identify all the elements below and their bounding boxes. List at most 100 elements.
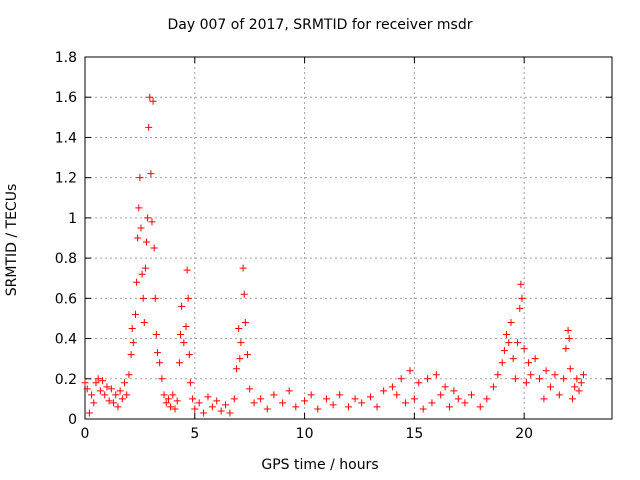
- data-point: [144, 214, 152, 222]
- data-point: [428, 399, 436, 407]
- data-point: [562, 345, 570, 353]
- data-point: [419, 405, 427, 413]
- data-point: [186, 379, 194, 387]
- data-point: [536, 375, 544, 383]
- data-point: [575, 387, 583, 395]
- y-tick-label: 1: [68, 211, 77, 227]
- data-point: [183, 266, 191, 274]
- x-tick-label: 5: [190, 426, 199, 442]
- data-point: [182, 322, 190, 330]
- data-point: [243, 351, 251, 359]
- data-point: [415, 379, 423, 387]
- data-point: [579, 371, 587, 379]
- data-point: [270, 391, 278, 399]
- data-point: [136, 174, 144, 182]
- data-point: [531, 355, 539, 363]
- data-point: [239, 264, 247, 272]
- data-point: [263, 405, 271, 413]
- data-point: [522, 379, 530, 387]
- data-point: [509, 355, 517, 363]
- data-point: [571, 383, 579, 391]
- data-point: [511, 375, 519, 383]
- x-axis-label: GPS time / hours: [261, 457, 379, 473]
- data-point: [127, 351, 135, 359]
- data-point: [128, 325, 136, 332]
- data-point: [307, 391, 315, 399]
- data-point: [114, 403, 122, 411]
- data-point: [149, 97, 157, 105]
- y-tick-label: 0: [68, 412, 77, 428]
- y-axis-label: SRMTID / TECUs: [4, 183, 20, 297]
- data-point: [358, 399, 366, 407]
- data-points: [81, 93, 587, 417]
- data-point: [173, 397, 181, 405]
- data-point: [184, 294, 192, 302]
- data-point: [336, 391, 344, 399]
- y-tick-label: 0.4: [55, 332, 77, 348]
- data-point: [279, 399, 287, 407]
- data-point: [94, 375, 102, 383]
- data-point: [507, 318, 515, 326]
- data-point: [240, 290, 248, 298]
- data-point: [121, 379, 129, 387]
- data-point: [366, 393, 374, 401]
- data-point: [101, 391, 109, 399]
- data-point: [314, 405, 322, 413]
- data-point: [217, 407, 225, 415]
- data-point: [123, 391, 131, 399]
- plot-frame: [84, 56, 613, 420]
- data-point: [450, 387, 458, 395]
- data-point: [142, 238, 150, 246]
- data-point: [518, 294, 526, 302]
- data-point: [139, 294, 147, 302]
- data-point: [153, 349, 161, 357]
- data-point: [454, 395, 462, 403]
- data-point: [164, 395, 172, 403]
- data-point: [169, 391, 177, 399]
- data-point: [323, 395, 331, 403]
- data-point: [547, 383, 555, 391]
- data-point: [397, 375, 405, 383]
- x-tick-label: 15: [405, 426, 423, 442]
- data-point: [467, 391, 475, 399]
- data-point: [573, 375, 581, 383]
- data-point: [483, 395, 491, 403]
- data-point: [564, 327, 572, 335]
- data-point: [437, 391, 445, 399]
- data-point: [204, 393, 212, 401]
- data-point: [213, 397, 221, 405]
- chart-title: Day 007 of 2017, SRMTID for receiver msd…: [167, 17, 473, 33]
- data-point: [233, 365, 241, 373]
- data-point: [191, 405, 199, 413]
- data-point: [132, 310, 140, 318]
- data-point: [151, 294, 159, 302]
- data-point: [410, 395, 418, 403]
- x-tick-label: 10: [296, 426, 314, 442]
- data-point: [107, 385, 115, 393]
- data-point: [230, 395, 238, 403]
- data-point: [236, 355, 244, 363]
- y-tick-label: 1.2: [55, 171, 77, 187]
- data-point: [208, 403, 216, 411]
- data-point: [257, 395, 265, 403]
- axis-ticks: 0 5 10 15 20 0 0.2 0.4 0.6 0.8 1 1.2 1.4 1.6 1.8: [55, 50, 612, 442]
- data-point: [226, 409, 234, 417]
- data-point: [156, 359, 164, 367]
- data-point: [83, 385, 91, 393]
- data-point: [525, 359, 533, 367]
- data-point: [329, 401, 337, 409]
- data-point: [241, 318, 249, 326]
- data-point: [566, 365, 574, 373]
- x-tick-label: 20: [515, 426, 533, 442]
- data-point: [380, 387, 388, 395]
- data-point: [112, 391, 120, 399]
- data-point: [160, 391, 168, 399]
- data-point: [345, 403, 352, 411]
- data-point: [494, 371, 502, 379]
- data-point: [90, 399, 98, 407]
- data-point: [129, 339, 137, 347]
- data-point: [441, 383, 449, 391]
- data-point: [185, 351, 193, 359]
- data-point: [517, 280, 525, 288]
